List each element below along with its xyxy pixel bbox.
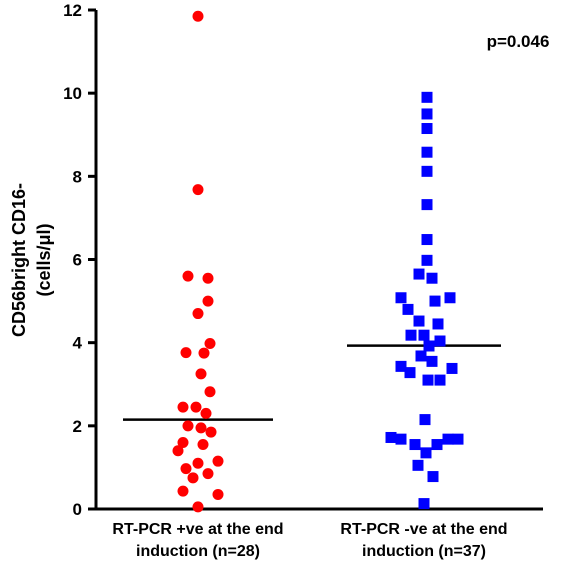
data-point-group2 bbox=[421, 165, 433, 177]
data-point-group1 bbox=[180, 463, 192, 475]
data-point-group1 bbox=[192, 308, 204, 320]
axes bbox=[94, 10, 543, 511]
data-point-group2 bbox=[421, 108, 433, 120]
y-tick-label: 0 bbox=[73, 500, 82, 519]
data-point-group1 bbox=[197, 439, 209, 451]
data-point-group1 bbox=[200, 407, 212, 419]
data-point-group2 bbox=[434, 374, 446, 386]
data-point-group1 bbox=[172, 445, 184, 457]
data-point-group2 bbox=[421, 254, 433, 266]
y-tick-label: 4 bbox=[73, 334, 83, 353]
data-point-group2 bbox=[409, 439, 421, 451]
data-point-group2 bbox=[404, 367, 416, 379]
data-point-group2 bbox=[421, 146, 433, 158]
data-point-group2 bbox=[418, 498, 430, 510]
y-ticks: 0 2 4 6 8 10 12 bbox=[63, 1, 96, 519]
data-point-group1 bbox=[198, 347, 210, 359]
y-axis-label-line2: (cells/μl) bbox=[34, 223, 54, 296]
data-point-group2 bbox=[446, 362, 458, 374]
data-point-group1 bbox=[192, 10, 204, 22]
data-point-group2 bbox=[431, 439, 443, 451]
data-point-group1 bbox=[192, 501, 204, 513]
y-tick-label: 6 bbox=[73, 251, 82, 270]
data-point-group2 bbox=[434, 335, 446, 347]
y-tick-label: 10 bbox=[63, 84, 82, 103]
group1-label-line1: RT-PCR +ve at the end bbox=[112, 521, 283, 538]
data-point-group2 bbox=[395, 292, 407, 304]
data-point-group1 bbox=[182, 270, 194, 282]
data-point-group1 bbox=[202, 295, 214, 307]
data-point-group2 bbox=[402, 303, 414, 315]
data-point-group1 bbox=[202, 468, 214, 480]
data-point-group2 bbox=[423, 340, 435, 352]
data-point-group2 bbox=[426, 272, 438, 284]
data-point-group2 bbox=[419, 414, 431, 426]
data-point-group1 bbox=[195, 368, 207, 380]
data-point-group2 bbox=[429, 295, 441, 307]
data-point-group2 bbox=[413, 268, 425, 280]
data-point-group1 bbox=[187, 472, 199, 484]
data-point-group2 bbox=[442, 433, 454, 445]
data-point-group1 bbox=[205, 426, 217, 438]
data-point-group1 bbox=[177, 485, 189, 497]
x-category-labels: RT-PCR +ve at the end induction (n=28) R… bbox=[112, 521, 507, 560]
data-point-group2 bbox=[385, 431, 397, 443]
data-point-group1 bbox=[190, 401, 202, 413]
data-point-group2 bbox=[421, 123, 433, 135]
data-point-group1 bbox=[204, 386, 216, 398]
data-point-group1 bbox=[204, 337, 216, 349]
data-point-group1 bbox=[177, 436, 189, 448]
y-tick-label: 8 bbox=[73, 167, 82, 186]
data-points bbox=[172, 10, 464, 513]
data-point-group1 bbox=[212, 488, 224, 500]
data-point-group1 bbox=[192, 457, 204, 469]
data-point-group2 bbox=[405, 329, 417, 341]
data-point-group1 bbox=[177, 401, 189, 413]
data-point-group2 bbox=[444, 292, 456, 304]
y-axis-label: CD56bright CD16- (cells/μl) bbox=[9, 183, 54, 337]
data-point-group2 bbox=[426, 355, 438, 367]
data-point-group2 bbox=[421, 91, 433, 103]
data-point-group2 bbox=[422, 374, 434, 386]
data-point-group2 bbox=[420, 447, 432, 459]
group2-label-line2: induction (n=37) bbox=[362, 543, 486, 560]
data-point-group2 bbox=[452, 433, 464, 445]
data-point-group2 bbox=[421, 199, 433, 211]
data-point-group1 bbox=[182, 420, 194, 432]
data-point-group2 bbox=[413, 315, 425, 327]
data-point-group2 bbox=[415, 350, 427, 362]
data-point-group2 bbox=[432, 318, 444, 330]
data-point-group2 bbox=[427, 471, 439, 483]
group1-label-line2: induction (n=28) bbox=[136, 543, 260, 560]
y-tick-label: 2 bbox=[73, 417, 82, 436]
y-axis-label-line1: CD56bright CD16- bbox=[9, 183, 29, 337]
y-tick-label: 12 bbox=[63, 1, 82, 20]
data-point-group1 bbox=[202, 272, 214, 284]
data-point-group2 bbox=[395, 360, 407, 372]
data-point-group2 bbox=[412, 459, 424, 471]
data-point-group1 bbox=[195, 422, 207, 434]
data-point-group2 bbox=[418, 329, 430, 341]
data-point-group1 bbox=[192, 184, 204, 196]
data-point-group1 bbox=[212, 455, 224, 467]
data-point-group2 bbox=[421, 234, 433, 246]
p-value-annotation: p=0.046 bbox=[487, 32, 550, 51]
data-point-group1 bbox=[180, 347, 192, 359]
data-point-group2 bbox=[395, 433, 407, 445]
group2-label-line1: RT-PCR -ve at the end bbox=[340, 521, 507, 538]
